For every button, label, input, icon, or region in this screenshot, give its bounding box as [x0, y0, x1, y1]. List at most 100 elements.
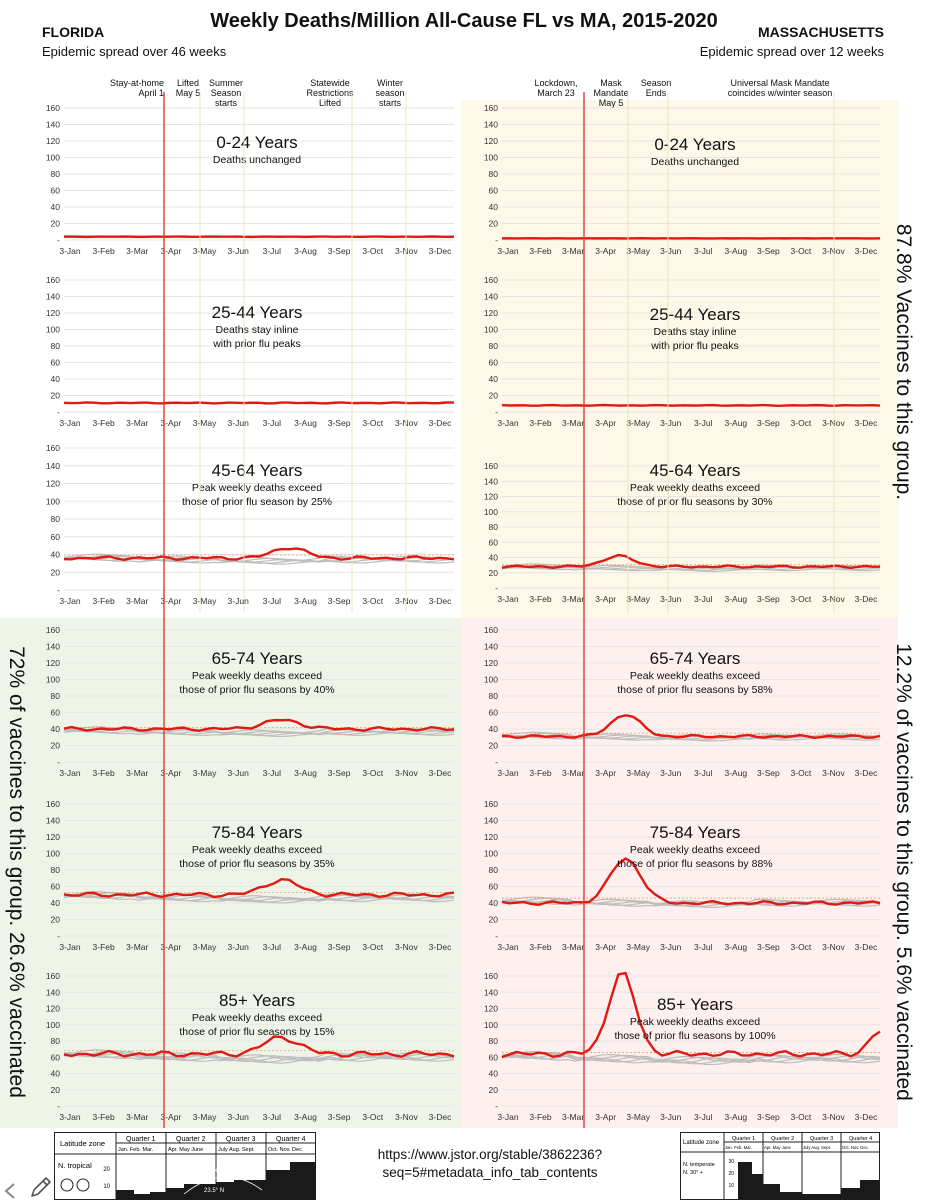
y-tick-label: 100: [484, 325, 498, 335]
x-tick-label: 3-Feb: [529, 942, 551, 952]
svg-text:10: 10: [103, 1184, 110, 1190]
fl-annotation-summer: Summer Season starts: [208, 78, 243, 108]
x-tick-label: 3-Feb: [529, 594, 551, 604]
massachusetts-label: MASSACHUSETTS: [757, 24, 884, 40]
y-tick-label: 160: [46, 103, 60, 113]
x-tick-label: 3-Apr: [161, 418, 182, 428]
y-tick-label: 60: [489, 186, 499, 196]
svg-text:Oct. Nov. Dec.: Oct. Nov. Dec.: [842, 1145, 869, 1150]
x-tick-label: 3-Dec: [855, 1112, 878, 1122]
x-tick-label: 3-Nov: [395, 768, 418, 778]
x-tick-label: 3-Aug: [724, 1112, 747, 1122]
x-tick-label: 3-May: [193, 418, 217, 428]
chart-ma-75-84: 160 140 120 100 80 60 40 20 -3-Jan 3-Feb 3-Mar 3-Ap…: [484, 799, 881, 952]
y-tick-label: 100: [46, 1020, 60, 1030]
source-url[interactable]: https://www.jstor.org/stable/3862236? seq…: [377, 1147, 603, 1180]
panel-note: Peak weekly deaths exceed: [630, 670, 760, 682]
x-tick-label: 3-Oct: [791, 768, 812, 778]
x-tick-label: 3-Mar: [126, 1112, 148, 1122]
x-tick-label: 3-Sep: [328, 768, 351, 778]
x-tick-label: 3-May: [193, 1112, 217, 1122]
y-tick-label: 60: [51, 882, 61, 892]
x-tick-label: 3-Feb: [529, 418, 551, 428]
chart-fl-25-44: 160 140 120 100 80 60 40 20 -3-Jan 3-Feb 3-Mar 3-Ap…: [46, 275, 455, 428]
x-tick-label: 3-Apr: [161, 768, 182, 778]
x-tick-label: 3-Jan: [59, 246, 81, 256]
x-tick-label: 3-Sep: [328, 246, 351, 256]
chevron-left-icon[interactable]: [0, 1180, 24, 1200]
y-tick-label: 120: [46, 1004, 60, 1014]
x-tick-label: 3-Jul: [263, 1112, 282, 1122]
y-tick-label: 100: [484, 507, 498, 517]
y-tick-label: 120: [484, 492, 498, 502]
svg-text:20: 20: [103, 1167, 110, 1173]
x-tick-label: 3-Jun: [660, 1112, 682, 1122]
y-tick-label: 120: [46, 479, 60, 489]
svg-text:10: 10: [728, 1183, 734, 1189]
fl-annotation-lifted: Lifted May 5: [175, 78, 201, 98]
y-tick-label: 80: [51, 691, 61, 701]
svg-text:Apr. May June: Apr. May June: [168, 1147, 203, 1153]
y-tick-label: 40: [51, 898, 61, 908]
x-tick-label: 3-Dec: [855, 246, 878, 256]
x-tick-label: 3-May: [193, 942, 217, 952]
x-tick-label: 3-Oct: [791, 942, 812, 952]
x-tick-label: 3-Oct: [362, 1112, 383, 1122]
ma-lower-highlight: [462, 618, 898, 1128]
x-tick-label: 3-Dec: [429, 246, 452, 256]
y-tick-label: 20: [489, 219, 499, 229]
x-tick-label: 3-Mar: [562, 1112, 584, 1122]
x-tick-label: 3-Dec: [429, 596, 452, 606]
pencil-icon[interactable]: [28, 1174, 54, 1200]
x-tick-label: 3-Jan: [59, 596, 81, 606]
y-tick-label: 60: [489, 882, 499, 892]
y-tick-label: 160: [46, 275, 60, 285]
x-tick-label: 3-Jan: [497, 594, 519, 604]
panel-note: Deaths stay inline: [216, 324, 299, 336]
panel-title: 65-74 Years: [650, 649, 741, 668]
x-tick-label: 3-Oct: [791, 418, 812, 428]
x-tick-label: 3-Jul: [694, 418, 713, 428]
panel-note: Peak weekly deaths exceed: [192, 670, 322, 682]
y-tick-label: -: [57, 585, 60, 595]
y-tick-label: 100: [46, 849, 60, 859]
fl-annotation-stay-at-home: Stay-at-home April 1: [109, 78, 164, 98]
prior-season-line: [63, 892, 455, 902]
x-tick-label: 3-Oct: [791, 246, 812, 256]
x-tick-label: 3-Feb: [93, 246, 115, 256]
x-tick-label: 3-Jan: [59, 1112, 81, 1122]
y-tick-label: 20: [51, 1085, 61, 1095]
x-tick-label: 3-Nov: [822, 768, 845, 778]
x-tick-label: 3-Feb: [529, 246, 551, 256]
y-tick-label: 20: [489, 391, 499, 401]
x-tick-label: 3-Oct: [362, 246, 383, 256]
y-tick-label: 20: [51, 915, 61, 925]
x-tick-label: 3-Jul: [263, 768, 282, 778]
y-tick-label: 60: [51, 532, 61, 542]
y-tick-label: 100: [46, 325, 60, 335]
y-tick-label: 160: [46, 799, 60, 809]
svg-text:N. 30° +: N. 30° +: [683, 1170, 703, 1176]
panel-note: Peak weekly deaths exceed: [192, 1012, 322, 1024]
panel-note: those of prior flu seasons by 15%: [179, 1026, 334, 1038]
y-tick-label: 20: [51, 391, 61, 401]
svg-text:July Aug. Sept.: July Aug. Sept.: [218, 1147, 255, 1153]
x-tick-label: 3-Sep: [328, 1112, 351, 1122]
y-tick-label: 20: [51, 741, 61, 751]
x-tick-label: 3-Nov: [395, 418, 418, 428]
x-tick-label: 3-Aug: [294, 418, 317, 428]
x-tick-label: 3-Apr: [595, 942, 616, 952]
ma-annotation-lockdown: Lockdown, March 23: [534, 78, 578, 98]
panel-note: with prior flu peaks: [650, 340, 739, 352]
x-tick-label: 3-Jun: [660, 418, 682, 428]
y-tick-label: 60: [489, 537, 499, 547]
y-tick-label: 160: [46, 443, 60, 453]
panel-note: those of prior flu seasons by 30%: [617, 496, 772, 508]
x-tick-label: 3-Jan: [497, 246, 519, 256]
series-2020-line: [501, 857, 881, 907]
x-tick-label: 3-Jan: [497, 768, 519, 778]
y-tick-label: 160: [484, 461, 498, 471]
y-tick-label: 160: [46, 971, 60, 981]
x-tick-label: 3-May: [626, 942, 650, 952]
x-tick-label: 3-Jan: [59, 942, 81, 952]
